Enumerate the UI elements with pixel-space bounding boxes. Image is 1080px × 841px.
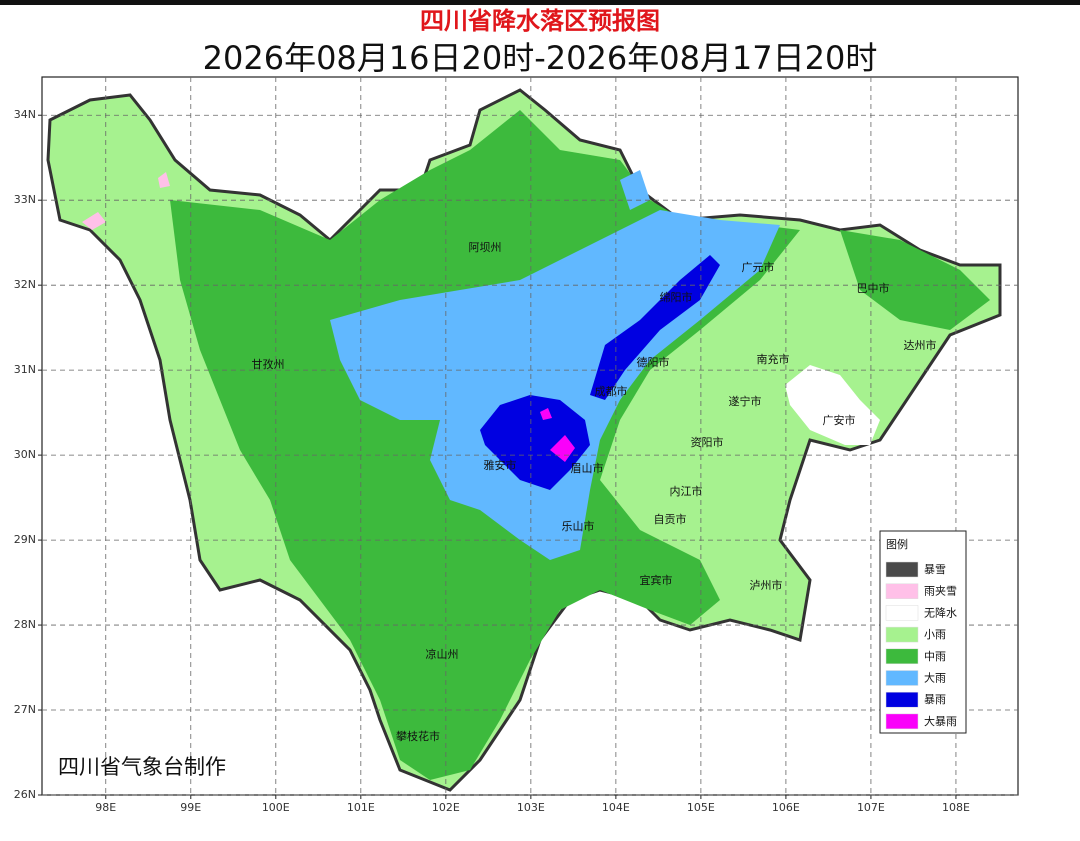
legend-swatch [885,561,919,578]
lat-tick-label: 32N [14,278,36,291]
legend-label: 中雨 [924,650,946,663]
lat-tick-label: 28N [14,618,36,631]
sleet-spot [158,172,170,188]
legend-title: 图例 [886,537,908,551]
legend-label: 雨夹雪 [924,585,957,598]
city-label: 宜宾市 [640,573,673,587]
lon-tick-label: 101E [347,801,375,814]
lon-tick-label: 108E [942,801,970,814]
city-label: 内江市 [670,484,703,498]
city-label: 德阳市 [637,355,670,369]
rainstorm-area [480,395,590,490]
moderate-rain-east [840,230,990,330]
city-label: 眉山市 [571,461,604,475]
city-label: 成都市 [595,384,628,398]
lon-tick-label: 106E [772,801,800,814]
legend-swatch [885,670,919,686]
lat-tick-label: 30N [14,448,36,461]
legend-swatch [885,691,919,708]
lon-tick-label: 98E [95,801,116,814]
city-label: 广元市 [742,260,775,274]
city-label: 甘孜州 [252,357,285,371]
lon-tick-label: 107E [857,801,885,814]
city-label: 广安市 [823,413,856,427]
lon-tick-label: 105E [687,801,715,814]
city-label: 南充市 [757,352,790,366]
lon-tick-label: 104E [602,801,630,814]
legend-label: 无降水 [924,605,957,619]
legend-swatch [885,713,919,730]
legend-swatch [885,648,919,665]
city-label: 泸州市 [750,578,783,592]
lat-tick-label: 33N [14,193,36,206]
lon-tick-label: 102E [432,801,460,814]
grid: 98E 99E 100E 101E 102E 103E 104E 105E 106E 107E 10… [14,77,1018,814]
legend-swatch [885,605,919,621]
city-label: 阿坝州 [469,240,502,254]
top-bar [0,0,1080,5]
legend-label: 暴雨 [924,693,946,706]
no-rain-area [785,365,880,445]
city-label: 自贡市 [654,512,687,526]
lat-tick-label: 29N [14,533,36,546]
lon-tick-label: 103E [517,801,545,814]
city-label: 达州市 [904,338,937,352]
map-subtitle: 2026年08月16日20时-2026年08月17日20时 [203,39,878,77]
lon-tick-label: 100E [262,801,290,814]
city-label: 乐山市 [562,519,595,533]
city-label: 攀枝花市 [396,729,440,743]
city-label: 遂宁市 [729,394,762,408]
credit: 四川省气象台制作 [58,755,226,779]
rainstorm-belt [590,255,720,400]
lat-tick-label: 34N [14,108,36,121]
city-label: 巴中市 [857,281,890,295]
severe-rainstorm-spot [540,408,552,420]
city-label: 凉山州 [426,647,459,661]
legend-label: 小雨 [924,628,946,641]
map-title: 四川省降水落区预报图 [420,7,660,35]
sleet-spot [82,212,106,230]
lat-tick-label: 31N [14,363,36,376]
legend-label: 大雨 [924,671,946,685]
city-label: 雅安市 [484,458,517,472]
legend-label: 大暴雨 [924,714,957,728]
lon-tick-label: 99E [180,801,201,814]
legend-label: 暴雪 [924,563,946,576]
city-label: 资阳市 [691,435,724,449]
map-regions [46,88,1002,792]
lat-tick-label: 26N [14,788,36,801]
legend-swatch [885,626,919,643]
city-label: 绵阳市 [660,290,693,304]
legend-swatch [885,583,919,599]
lat-tick-label: 27N [14,703,36,716]
